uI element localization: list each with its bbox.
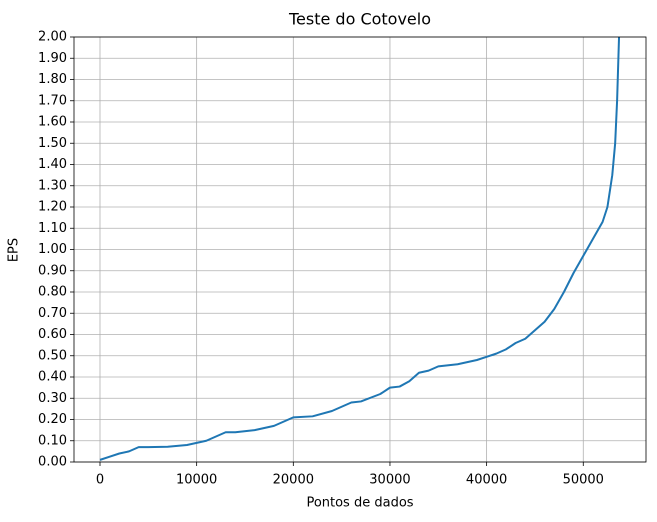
x-tick-label: 50000 xyxy=(563,473,604,488)
y-axis-label: EPS xyxy=(7,238,22,262)
y-tick-label: 0.10 xyxy=(38,433,67,448)
x-tick-label: 20000 xyxy=(273,473,314,488)
y-tick-label: 1.60 xyxy=(38,115,67,130)
plot-area xyxy=(99,37,621,461)
y-tick-label: 0.00 xyxy=(38,455,67,470)
y-tick-label: 2.00 xyxy=(38,30,67,45)
y-tick-label: 1.90 xyxy=(38,51,67,66)
y-tick-label: 1.30 xyxy=(38,178,67,193)
x-tick-label: 30000 xyxy=(369,473,410,488)
y-tick-label: 0.80 xyxy=(38,285,67,300)
y-tick-label: 0.60 xyxy=(38,327,67,342)
data-line xyxy=(99,37,621,461)
y-tick-label: 0.70 xyxy=(38,306,67,321)
y-tick-label: 1.50 xyxy=(38,136,67,151)
y-tick-label: 1.40 xyxy=(38,157,67,172)
x-tick-label: 0 xyxy=(96,473,104,488)
y-tick-label: 1.70 xyxy=(38,93,67,108)
y-tick-label: 1.10 xyxy=(38,221,67,236)
y-tick-label: 0.90 xyxy=(38,263,67,278)
y-tick-label: 1.00 xyxy=(38,242,67,257)
y-tick-label: 1.80 xyxy=(38,72,67,87)
grid xyxy=(74,36,646,463)
y-tick-label: 0.20 xyxy=(38,412,67,427)
x-axis-label: Pontos de dados xyxy=(306,496,413,511)
y-tick-label: 0.30 xyxy=(38,391,67,406)
x-tick-label: 40000 xyxy=(466,473,507,488)
chart-title: Teste do Cotovelo xyxy=(288,10,431,29)
y-tick-label: 0.40 xyxy=(38,370,67,385)
x-tick-label: 10000 xyxy=(176,473,217,488)
y-tick-label: 0.50 xyxy=(38,348,67,363)
y-tick-label: 1.20 xyxy=(38,200,67,215)
